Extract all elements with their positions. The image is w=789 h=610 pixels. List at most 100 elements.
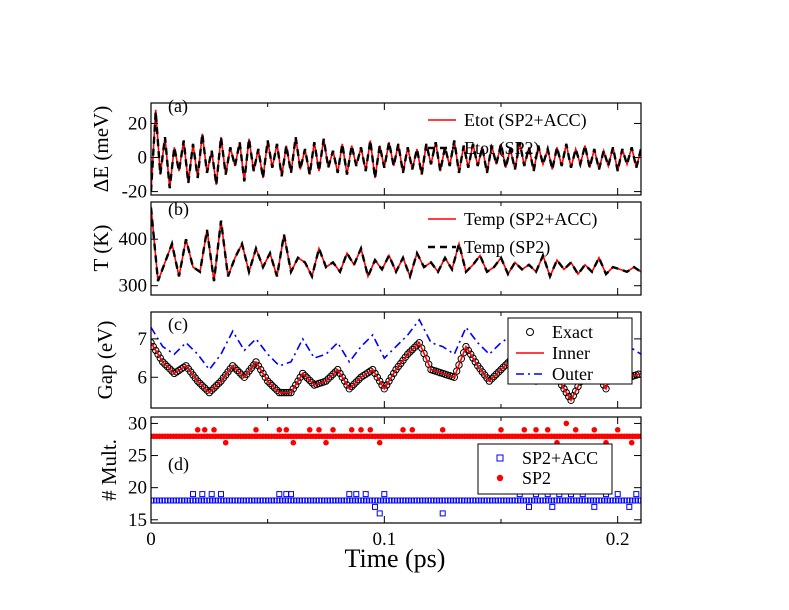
exact-marker	[490, 372, 498, 381]
legend: Etot (SP2+ACC) Etot (SP2)	[428, 110, 587, 159]
exact-marker	[254, 362, 262, 370]
exact-marker	[572, 387, 580, 395]
marker	[591, 503, 598, 510]
y-tick-label: 300	[119, 276, 148, 297]
exact-marker	[151, 342, 157, 351]
exact-marker	[159, 358, 167, 366]
exact-marker	[387, 373, 395, 381]
marker	[638, 497, 641, 504]
exact-marker	[154, 350, 162, 358]
marker	[400, 427, 406, 433]
exact-marker	[562, 388, 570, 397]
exact-marker	[569, 392, 577, 400]
exact-marker	[205, 388, 214, 397]
exact-marker	[215, 379, 223, 388]
series-etot-sp2-	[151, 111, 641, 192]
legend-label: Etot (SP2+ACC)	[464, 110, 587, 131]
exact-marker	[450, 373, 458, 381]
marker	[358, 427, 364, 433]
marker	[348, 427, 355, 433]
exact-marker	[299, 369, 307, 378]
exact-marker	[471, 358, 479, 366]
exact-marker	[273, 386, 281, 394]
y-axis-label: # Mult.	[97, 439, 121, 501]
marker	[222, 439, 229, 446]
y-tick-label: 400	[119, 229, 148, 250]
marker	[638, 433, 641, 440]
marker	[626, 503, 633, 510]
panel-label: (b)	[168, 199, 189, 220]
exact-marker	[264, 377, 272, 385]
legend-swatch	[526, 328, 534, 336]
marker	[190, 491, 196, 498]
marker	[353, 491, 360, 498]
exact-marker	[212, 382, 221, 390]
marker	[409, 427, 416, 433]
exact-marker	[369, 365, 377, 374]
exact-marker	[268, 382, 276, 390]
y-tick-label: 0	[138, 148, 148, 169]
marker	[381, 491, 388, 498]
exact-marker	[334, 365, 342, 374]
marker	[283, 427, 290, 433]
marker	[439, 510, 446, 517]
marker	[614, 491, 621, 498]
exact-marker	[378, 381, 386, 389]
marker	[201, 427, 208, 433]
exact-marker	[306, 376, 314, 385]
series-sp2-acc	[151, 491, 641, 517]
exact-marker	[460, 349, 468, 357]
exact-marker	[252, 358, 260, 366]
exact-marker	[499, 363, 507, 371]
marker	[521, 427, 528, 433]
legend-label: Inner	[552, 343, 590, 363]
x-tick-label: 0.2	[606, 529, 630, 550]
exact-marker	[408, 345, 416, 354]
marker	[288, 491, 294, 498]
marker	[372, 503, 378, 510]
marker	[151, 497, 154, 504]
exact-marker	[261, 373, 269, 381]
exact-marker	[343, 381, 351, 389]
y-tick-label: 25	[128, 446, 147, 467]
exact-marker	[560, 385, 568, 393]
panel-b: 300 400 T (K) (b) Temp (SP2+ACC) Temp (SP2)	[89, 199, 642, 297]
legend-swatch	[496, 454, 504, 462]
marker	[276, 491, 283, 498]
marker	[376, 439, 383, 446]
exact-marker	[289, 385, 297, 393]
exact-marker	[166, 365, 174, 373]
marker	[276, 427, 283, 433]
plot-frame	[150, 102, 642, 196]
exact-marker	[350, 380, 358, 388]
marker	[614, 427, 621, 433]
exact-marker	[390, 369, 398, 378]
y-tick-label: 30	[128, 413, 147, 434]
exact-marker	[371, 369, 379, 378]
x-tick-label: 0.1	[372, 529, 396, 550]
legend-label: SP2+ACC	[522, 448, 598, 468]
exact-marker	[453, 367, 461, 375]
exact-marker	[198, 382, 207, 390]
marker	[199, 491, 206, 498]
exact-marker	[208, 386, 216, 394]
marker	[526, 503, 532, 510]
plot-frame	[150, 201, 642, 296]
legend-swatch	[496, 474, 504, 482]
series-line	[151, 207, 641, 282]
series-temp-sp2-	[151, 207, 641, 282]
y-tick-label: 7	[138, 329, 148, 350]
marker	[323, 439, 329, 446]
exact-marker	[352, 378, 360, 386]
exact-marker	[355, 375, 363, 384]
marker	[633, 491, 640, 498]
series-line	[151, 111, 641, 192]
panel-label: (a)	[168, 96, 188, 117]
legend-label: SP2	[522, 468, 551, 488]
legend-box	[477, 443, 613, 495]
marker	[306, 427, 313, 433]
exact-marker	[338, 373, 346, 381]
